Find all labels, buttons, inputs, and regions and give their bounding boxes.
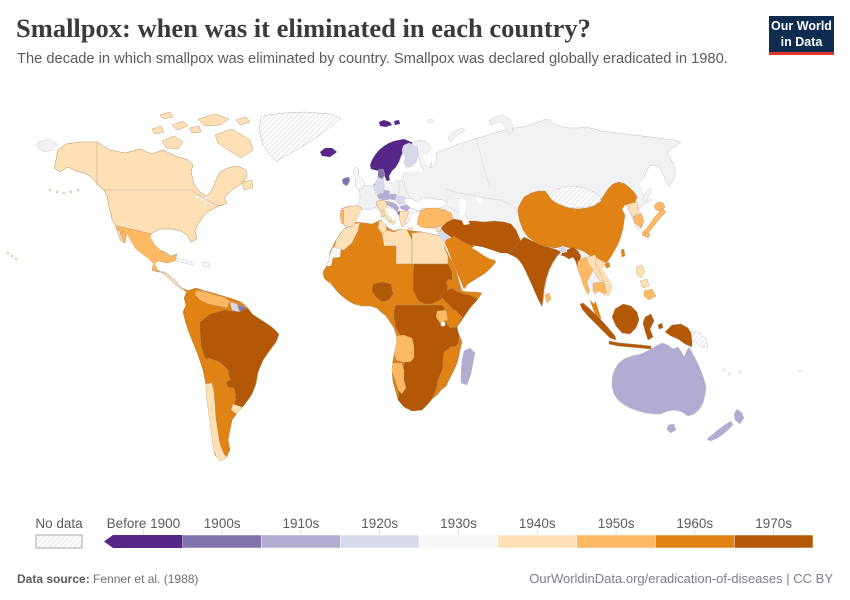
svg-text:1930s: 1930s bbox=[440, 516, 477, 531]
svg-text:1900s: 1900s bbox=[204, 516, 241, 531]
svg-text:Before 1900: Before 1900 bbox=[107, 516, 181, 531]
svg-text:1960s: 1960s bbox=[676, 516, 713, 531]
svg-text:1970s: 1970s bbox=[755, 516, 792, 531]
svg-text:1920s: 1920s bbox=[361, 516, 398, 531]
svg-text:1940s: 1940s bbox=[519, 516, 556, 531]
svg-text:1950s: 1950s bbox=[598, 516, 635, 531]
svg-text:No data: No data bbox=[35, 516, 83, 531]
svg-text:1910s: 1910s bbox=[283, 516, 320, 531]
